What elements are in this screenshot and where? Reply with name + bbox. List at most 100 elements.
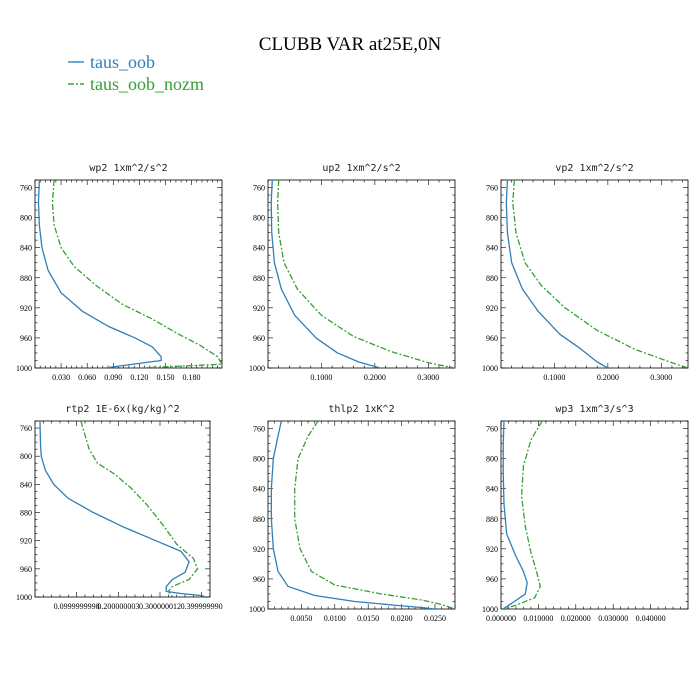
x-tick-label: 0.300000012 [139, 602, 181, 611]
y-tick-label: 840 [253, 244, 265, 253]
y-tick-label: 960 [20, 565, 32, 574]
x-tick-label: 0.040000 [636, 614, 666, 623]
plot-frame [34, 420, 211, 598]
x-tick-label: 0.0999999998 [54, 602, 100, 611]
y-tick-label: 800 [486, 455, 498, 464]
x-tick-label: 0.0050 [290, 614, 312, 623]
x-tick-label: 0.030 [52, 373, 70, 382]
x-tick-label: 0.0150 [357, 614, 379, 623]
y-tick-label: 800 [486, 214, 498, 223]
y-tick-label: 840 [253, 485, 265, 494]
series-line-taus-oob-nozm [502, 421, 543, 609]
y-tick-label: 960 [486, 575, 498, 584]
y-tick-label: 920 [20, 537, 32, 546]
panel-title: up2 1xm^2/s^2 [322, 163, 400, 174]
x-tick-label: 0.150 [156, 373, 174, 382]
series-line-taus-oob-nozm [51, 180, 222, 368]
panel-3: vp2 1xm^2/s^2 760 800 840 880 920 960 1000 0.100… [482, 163, 689, 382]
y-tick-label: 920 [20, 304, 32, 313]
y-tick-label: 880 [253, 515, 265, 524]
plot-frame [34, 179, 223, 369]
series-line-taus-oob [270, 180, 381, 368]
x-tick-label: 0.0100 [324, 614, 346, 623]
y-tick-label: 1000 [16, 364, 32, 373]
x-tick-label: 0.180 [183, 373, 201, 382]
y-tick-label: 880 [20, 274, 32, 283]
panel-title: wp2 1xm^2/s^2 [89, 163, 167, 174]
panel-grid: wp2 1xm^2/s^2 760 800 840 880 920 960 1000 0.030… [16, 163, 689, 623]
x-tick-label: 0.3000 [417, 373, 439, 382]
series-line-taus-oob [39, 421, 207, 597]
legend-label-taus-oob-nozm: taus_oob_nozm [90, 74, 204, 94]
x-tick-label: 0.2000 [597, 373, 619, 382]
y-tick-label: 960 [253, 334, 265, 343]
y-tick-label: 880 [486, 274, 498, 283]
plot-frame [500, 179, 689, 369]
plot-frame [500, 420, 689, 610]
y-tick-label: 800 [20, 452, 32, 461]
y-tick-label: 840 [20, 480, 32, 489]
x-tick-label: 0.0250 [424, 614, 446, 623]
legend-label-taus-oob: taus_oob [90, 52, 155, 72]
x-tick-label: 0.0200 [391, 614, 413, 623]
x-tick-label: 0.1000 [310, 373, 332, 382]
panel-2: up2 1xm^2/s^2 760 800 840 880 920 960 1000 0.100… [249, 163, 456, 382]
x-tick-label: 0.2000 [364, 373, 386, 382]
y-tick-label: 800 [253, 214, 265, 223]
y-tick-label: 1000 [482, 364, 498, 373]
y-tick-label: 840 [486, 244, 498, 253]
y-tick-label: 920 [486, 304, 498, 313]
x-tick-label: 0.399999990 [181, 602, 223, 611]
panel-1: wp2 1xm^2/s^2 760 800 840 880 920 960 1000 0.030… [16, 163, 223, 382]
panel-title: vp2 1xm^2/s^2 [555, 163, 633, 174]
y-tick-label: 1000 [249, 605, 265, 614]
x-tick-label: 0.020000 [561, 614, 591, 623]
panel-title: rtp2 1E-6x(kg/kg)^2 [65, 404, 179, 415]
y-tick-label: 920 [253, 304, 265, 313]
series-line-taus-oob [505, 180, 609, 368]
y-tick-label: 800 [253, 455, 265, 464]
series-line-taus-oob [270, 421, 436, 609]
y-tick-label: 840 [20, 244, 32, 253]
y-tick-label: 760 [20, 184, 32, 193]
y-tick-label: 880 [486, 515, 498, 524]
panel-title: wp3 1xm^3/s^3 [555, 404, 633, 415]
y-tick-label: 1000 [249, 364, 265, 373]
panel-6: wp3 1xm^3/s^3 760 800 840 880 920 960 10000.000… [482, 404, 689, 623]
y-tick-label: 760 [486, 425, 498, 434]
x-tick-label: 0.1000 [543, 373, 565, 382]
panel-4: rtp2 1E-6x(kg/kg)^2 760 800 840 880 920 960 100… [16, 404, 223, 611]
y-tick-label: 1000 [16, 593, 32, 602]
y-tick-label: 920 [253, 545, 265, 554]
x-tick-label: 0.200000003 [97, 602, 139, 611]
y-tick-label: 920 [486, 545, 498, 554]
y-tick-label: 960 [253, 575, 265, 584]
x-tick-label: 0.090 [104, 373, 122, 382]
series-line-taus-oob-nozm [276, 180, 455, 368]
x-tick-label: 0.000000 [486, 614, 516, 623]
panel-title: thlp2 1xK^2 [328, 404, 394, 415]
series-line-taus-oob-nozm [80, 421, 199, 597]
y-tick-label: 760 [253, 425, 265, 434]
panel-5: thlp2 1xK^2 760 800 840 880 920 960 1000 0.0050 0… [249, 404, 456, 623]
x-tick-label: 0.030000 [598, 614, 628, 623]
y-tick-label: 760 [486, 184, 498, 193]
series-line-taus-oob [37, 180, 162, 368]
y-tick-label: 760 [20, 424, 32, 433]
x-tick-label: 0.060 [78, 373, 96, 382]
figure-title: CLUBB VAR at25E,0N [259, 34, 442, 55]
legend: taus_oob taus_oob_nozm [68, 52, 204, 94]
series-line-taus-oob-nozm [512, 180, 688, 368]
y-tick-label: 1000 [482, 605, 498, 614]
y-tick-label: 880 [253, 274, 265, 283]
x-tick-label: 0.3000 [650, 373, 672, 382]
y-tick-label: 800 [20, 214, 32, 223]
y-tick-label: 840 [486, 485, 498, 494]
y-tick-label: 880 [20, 509, 32, 518]
series-line-taus-oob-nozm [294, 421, 455, 609]
x-tick-label: 0.120 [130, 373, 148, 382]
y-tick-label: 760 [253, 184, 265, 193]
series-line-taus-oob [502, 421, 528, 609]
plot-frame [267, 420, 456, 610]
